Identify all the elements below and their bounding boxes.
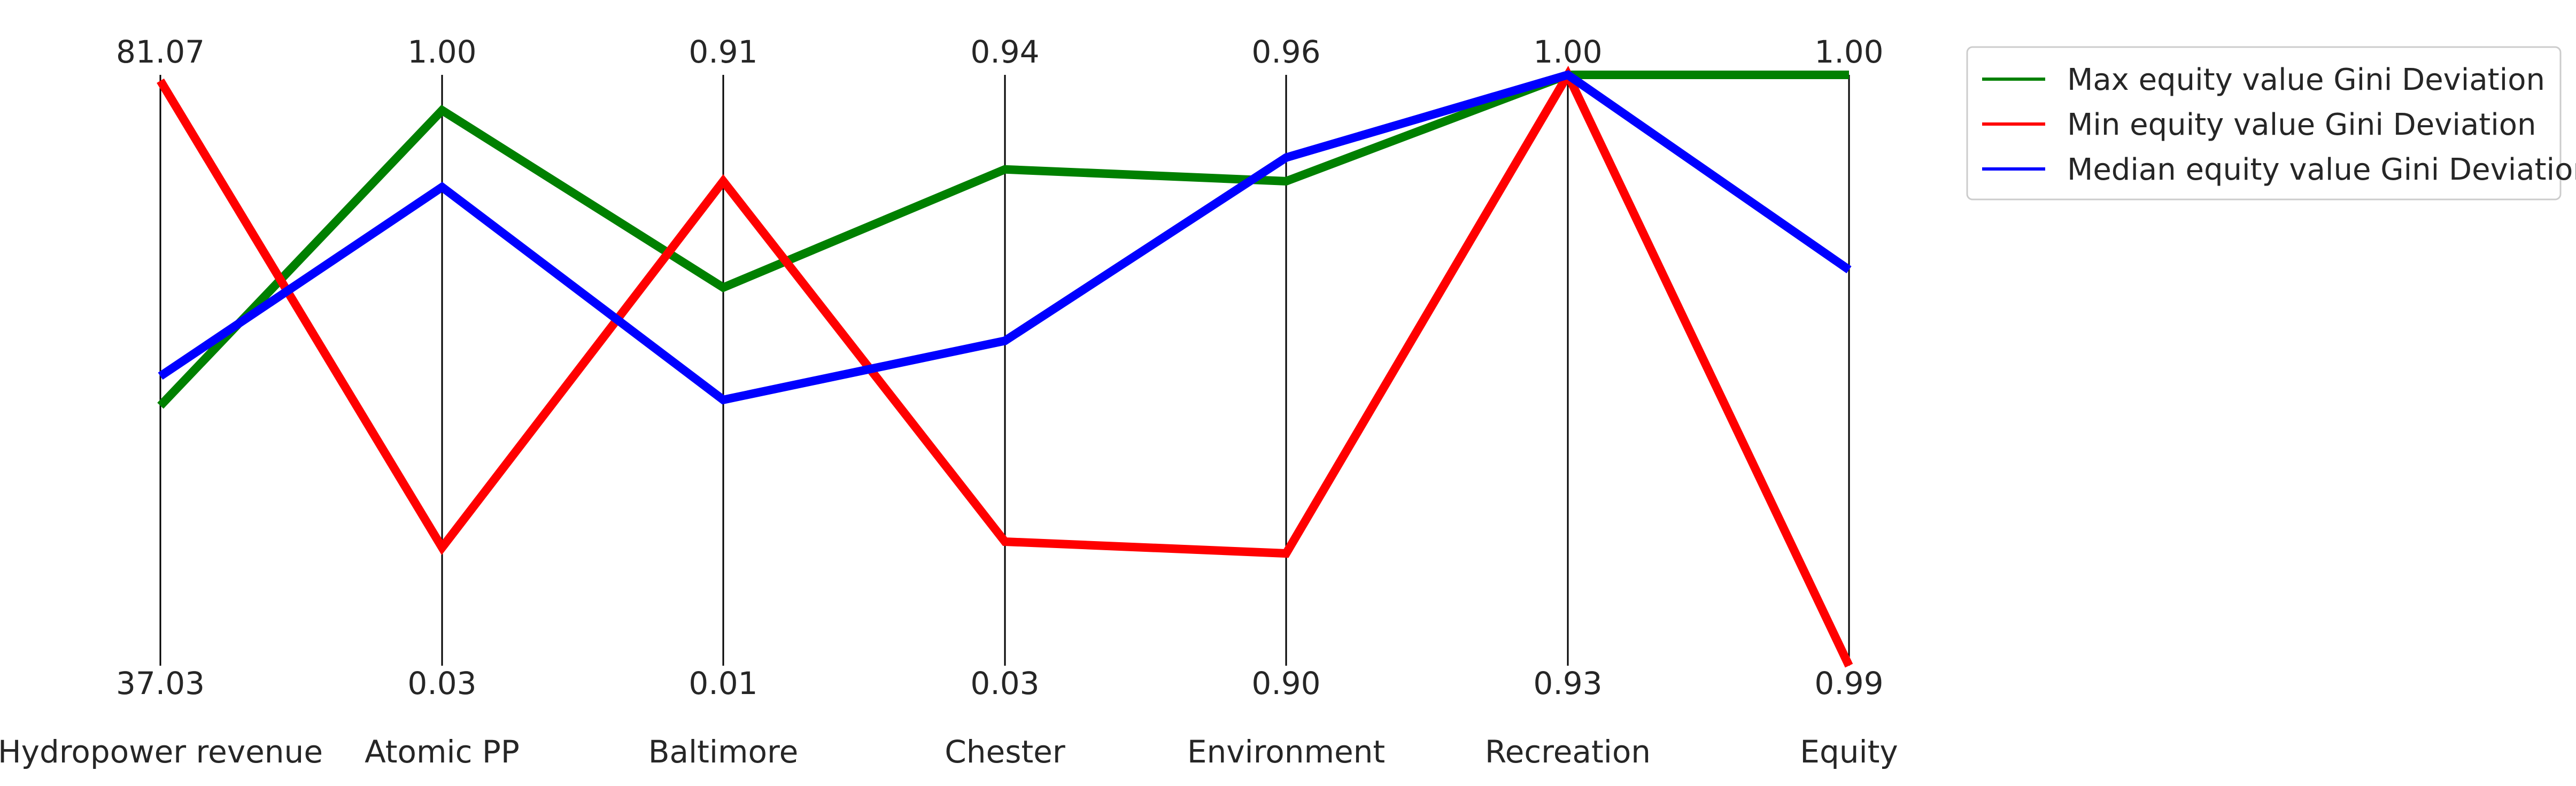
legend: Max equity value Gini Deviation Min equit… (1966, 46, 2576, 201)
axis-top-value-equity: 1.00 (1814, 34, 1883, 70)
legend-items: Max equity value Gini Deviation Min equit… (1982, 63, 2576, 187)
axis-top-value-environment: 0.96 (1251, 34, 1320, 70)
legend-label-min-equity-value-gini-deviation: Min equity value Gini Deviation (2067, 107, 2536, 142)
axis-bottom-value-hydropower-revenue: 37.03 (116, 665, 205, 702)
axis-label-environment: Environment (1187, 734, 1385, 770)
legend-label-median-equity-value-gini-deviation: Median equity value Gini Deviation (2067, 152, 2576, 187)
series-line-median-equity-value-gini-deviation (158, 70, 1852, 405)
axis-bottom-value-chester: 0.03 (970, 665, 1039, 702)
axis-top-value-chester: 0.94 (970, 34, 1039, 70)
legend-frame (1966, 46, 2562, 201)
axes-layer: 81.07 37.03 Hydropower revenue 1.00 0.03 Atom… (0, 34, 1898, 770)
axis-top-value-recreation: 1.00 (1533, 34, 1602, 70)
axis-label-baltimore: Baltimore (648, 734, 799, 770)
axis-label-atomic-pp: Atomic PP (365, 734, 520, 770)
series-lines-layer (157, 65, 1853, 668)
axis-label-equity: Equity (1800, 734, 1898, 770)
axis-bottom-value-environment: 0.90 (1251, 665, 1320, 702)
axis-bottom-value-recreation: 0.93 (1533, 665, 1602, 702)
axis-bottom-value-baltimore: 0.01 (689, 665, 757, 702)
axis-label-chester: Chester (945, 734, 1065, 770)
axis-label-hydropower-revenue: Hydropower revenue (0, 734, 323, 770)
axis-bottom-value-atomic-pp: 0.03 (407, 665, 476, 702)
axis-top-value-baltimore: 0.91 (689, 34, 757, 70)
axis-label-recreation: Recreation (1485, 734, 1651, 770)
axis-top-value-atomic-pp: 1.00 (407, 34, 476, 70)
legend-label-max-equity-value-gini-deviation: Max equity value Gini Deviation (2067, 63, 2545, 97)
axis-top-value-hydropower-revenue: 81.07 (116, 34, 205, 70)
axis-bottom-value-equity: 0.99 (1814, 665, 1883, 702)
